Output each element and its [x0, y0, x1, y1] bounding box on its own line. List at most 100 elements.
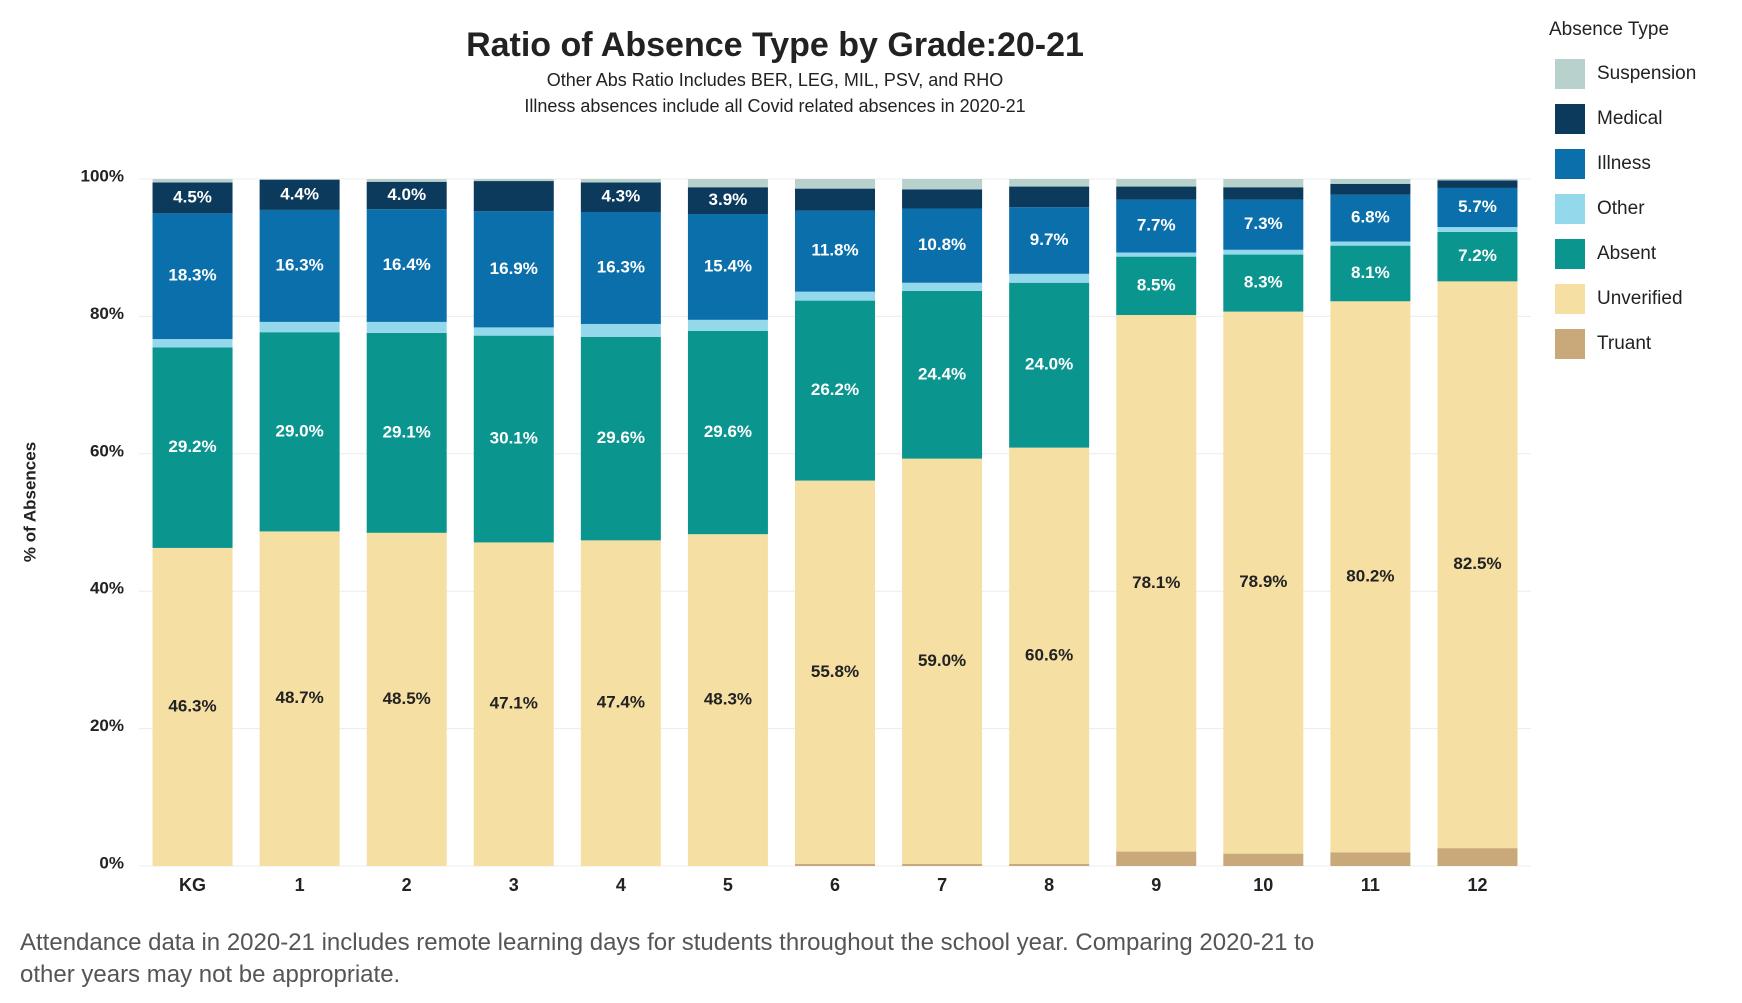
- data-label: 48.7%: [276, 688, 324, 707]
- x-tick-label: 12: [1467, 875, 1487, 895]
- bar-segment: [1330, 245, 1411, 302]
- data-label: 18.3%: [168, 266, 216, 285]
- bar-segment: [1330, 852, 1411, 866]
- legend-title: Absence Type: [1549, 19, 1669, 40]
- bar-segment: [902, 458, 983, 864]
- data-label: 8.3%: [1244, 273, 1283, 292]
- data-label: 55.8%: [811, 662, 859, 681]
- footnote-line: Attendance data in 2020-21 includes remo…: [20, 929, 1314, 956]
- data-label: 48.3%: [704, 690, 752, 709]
- legend-label: Other: [1597, 198, 1645, 219]
- bar-segment: [902, 189, 983, 209]
- bar-segment: [687, 187, 768, 215]
- x-tick-label: 6: [830, 875, 840, 895]
- bar-segment: [1437, 231, 1518, 282]
- footnote: Attendance data in 2020-21 includes remo…: [20, 929, 1314, 988]
- data-label: 16.3%: [597, 257, 645, 276]
- x-tick-label: 11: [1361, 875, 1380, 895]
- bar-segment: [902, 179, 983, 190]
- data-label: 78.1%: [1132, 573, 1180, 592]
- legend-label: Illness: [1597, 153, 1651, 174]
- x-tick-label: 9: [1151, 875, 1161, 895]
- bar-segment: [580, 179, 661, 183]
- bar-segment: [795, 210, 875, 292]
- bar-segment: [795, 291, 875, 301]
- bar-segment: [366, 332, 447, 533]
- bar-segment: [1437, 180, 1518, 188]
- x-tick-label: 7: [937, 875, 947, 895]
- data-label: 7.2%: [1458, 246, 1497, 265]
- bar-segment: [366, 532, 447, 866]
- bar-segment: [152, 179, 233, 183]
- x-tick-label: KG: [179, 875, 206, 895]
- data-label: 6.8%: [1351, 208, 1390, 227]
- data-label: 60.6%: [1025, 645, 1073, 664]
- data-label: 7.3%: [1244, 214, 1283, 233]
- bar-segment: [473, 542, 554, 866]
- y-axis-label: % of Absences: [20, 442, 39, 562]
- data-label: 59.0%: [918, 651, 966, 670]
- bar-segment: [1437, 848, 1518, 866]
- bar-segment: [687, 214, 768, 320]
- data-label: 16.4%: [383, 255, 431, 274]
- data-label: 29.2%: [168, 437, 216, 456]
- data-label: 80.2%: [1346, 566, 1394, 585]
- data-label: 29.6%: [597, 428, 645, 447]
- data-label: 9.7%: [1030, 230, 1069, 249]
- bar-segment: [1116, 179, 1197, 187]
- bar-segment: [1437, 187, 1518, 228]
- bar-segment: [1437, 227, 1518, 232]
- x-tick-label: 3: [509, 875, 519, 895]
- legend-label: Unverified: [1597, 288, 1683, 309]
- data-label: 11.8%: [811, 241, 858, 260]
- bar-segment: [1330, 194, 1411, 242]
- data-label: 30.1%: [490, 429, 538, 448]
- legend-swatch: [1555, 194, 1585, 224]
- y-tick-label: 80%: [90, 304, 124, 323]
- bar-segment: [152, 182, 233, 214]
- bar-segment: [152, 347, 233, 548]
- bar-segment: [1223, 187, 1304, 200]
- legend-swatch: [1555, 104, 1585, 134]
- bar-segment: [1009, 207, 1090, 274]
- bar-segment: [1009, 186, 1090, 208]
- x-tick-label: 4: [616, 875, 626, 895]
- data-label: 16.3%: [276, 255, 324, 274]
- bar-segment: [152, 547, 233, 866]
- legend-swatch: [1555, 284, 1585, 314]
- data-label: 47.4%: [597, 693, 645, 712]
- data-label: 24.4%: [918, 364, 966, 383]
- bar-segment: [1116, 199, 1197, 253]
- bar-segment: [580, 323, 661, 338]
- data-label: 8.1%: [1351, 263, 1390, 282]
- bar-segment: [902, 290, 983, 459]
- data-label: 82.5%: [1453, 554, 1501, 573]
- bar-segment: [687, 534, 768, 866]
- bar-segment: [1223, 311, 1304, 854]
- bar-segment: [1223, 254, 1304, 312]
- bar-segment: [1223, 249, 1304, 255]
- footnote-line: other years may not be appropriate.: [20, 961, 400, 988]
- bar-segment: [1437, 179, 1518, 181]
- data-label: 48.5%: [383, 689, 431, 708]
- bar-segment: [1009, 447, 1090, 864]
- bar-segment: [1330, 179, 1411, 184]
- chart-subtitle: Other Abs Ratio Includes BER, LEG, MIL, …: [547, 70, 1004, 90]
- bar-segment: [1223, 179, 1304, 188]
- legend-swatch: [1555, 329, 1585, 359]
- data-label: 4.4%: [280, 184, 319, 203]
- data-label: 29.6%: [704, 422, 752, 441]
- bar-segment: [259, 179, 340, 180]
- legend-label: Suspension: [1597, 63, 1696, 84]
- legend-label: Absent: [1597, 243, 1657, 264]
- bar-segment: [473, 335, 554, 543]
- bar-segment: [366, 321, 447, 333]
- chart-title: Ratio of Absence Type by Grade:20-21: [466, 26, 1084, 64]
- bar-segment: [1116, 315, 1197, 852]
- bar-segment: [366, 181, 447, 210]
- bar-segment: [795, 179, 875, 189]
- bar-segment: [1330, 301, 1411, 853]
- x-tick-label: 2: [402, 875, 412, 895]
- legend-swatch: [1555, 59, 1585, 89]
- bar-segment: [473, 327, 554, 336]
